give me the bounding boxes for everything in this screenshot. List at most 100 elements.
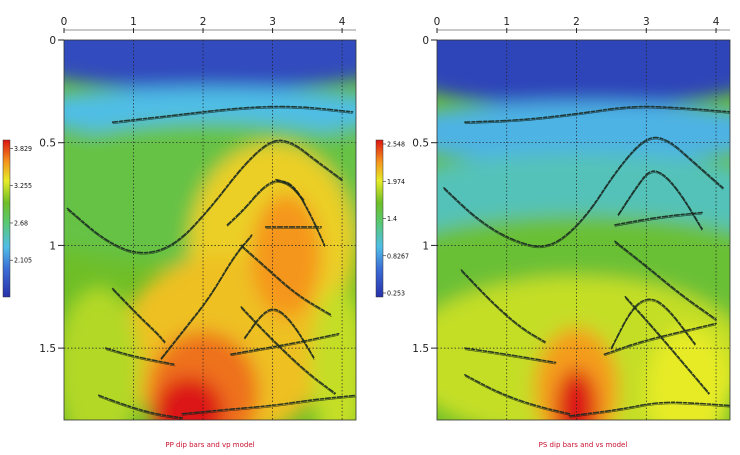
- dip-bar-small-dome: [610, 298, 696, 349]
- colorbar-tick-label: 0.253: [387, 290, 405, 298]
- colorbar-tick-label: 2.105: [14, 257, 32, 265]
- dip-bar-long-ramp: [160, 234, 253, 360]
- grid: [64, 40, 356, 420]
- x-tick-label: 2: [200, 16, 207, 28]
- dip-bar-deep-right: [568, 401, 730, 417]
- dip-bar-large-dome: [66, 139, 343, 254]
- field-blob: [64, 286, 141, 420]
- colorbar-tick-label: 3.255: [14, 182, 32, 190]
- dip-bar-shallow: [112, 107, 353, 125]
- dip-bar-lower-left-2: [104, 347, 177, 366]
- dip-bar-large-dome: [443, 136, 724, 248]
- chart-panel-2: 0 1 2 3 4 0 0.5 1 1.5 2.548 1.974 1.4 0.8267 0.253 PS …: [375, 16, 731, 449]
- dip-bar-deep-right: [181, 394, 356, 415]
- colorbar: 2.548 1.974 1.4 0.8267 0.253: [375, 139, 409, 298]
- field-blob: [64, 40, 356, 92]
- dip-bar-ramp-right: [625, 298, 710, 396]
- x-tick-label: 3: [269, 16, 276, 28]
- dip-bar-mid-left: [461, 271, 546, 344]
- dip-bar-long-ramp: [161, 236, 252, 361]
- y-tick-label: 0.5: [39, 138, 56, 150]
- colorbar-tick-label: 3.829: [14, 145, 32, 153]
- y-tick-label: 1.5: [39, 343, 56, 355]
- x-tick-label: 3: [643, 16, 650, 28]
- dip-bar-deep-left: [464, 376, 570, 416]
- dip-bar-lower-left-2: [105, 349, 176, 367]
- colorbar: 3.829 3.255 2.68 2.105: [2, 139, 32, 298]
- dip-bar-flat-0.88: [614, 213, 703, 227]
- dip-bar-dipping-2: [240, 306, 336, 395]
- dip-bar-lower-right: [603, 322, 717, 356]
- dip-bar-dipping-1: [614, 240, 717, 321]
- field-blob: [310, 286, 356, 420]
- field-blobs: [64, 40, 356, 420]
- dip-bar-lower-right-1: [230, 332, 340, 356]
- dip-bar-large-dome: [443, 138, 724, 249]
- x-tick-label: 4: [339, 16, 346, 28]
- field-blob: [251, 194, 322, 318]
- dip-bar-dipping-1: [614, 242, 717, 322]
- field-blob: [437, 101, 730, 164]
- x-axis: 0 1 2 3 4: [61, 16, 356, 33]
- y-tick-label: 1: [422, 240, 429, 252]
- x-axis: 0 1 2 3 4: [434, 16, 730, 33]
- dip-bar-lower-left-1: [112, 289, 166, 344]
- plot-frame: [436, 39, 731, 421]
- colorbar-tick-label: 1.4: [387, 215, 397, 223]
- x-tick-label: 0: [434, 16, 441, 28]
- dip-bars: [443, 105, 730, 418]
- grid: [437, 40, 730, 420]
- dip-bar-shallow: [111, 105, 354, 123]
- dip-bar-inner-dome: [617, 170, 703, 230]
- dip-bar-flat-0.88: [614, 211, 703, 226]
- x-tick-label: 0: [61, 16, 68, 28]
- colorbar-ramp: [2, 139, 11, 298]
- x-tick-label: 1: [130, 16, 137, 28]
- dip-bar-lower-left: [464, 347, 557, 364]
- dip-bar-lower-left: [464, 349, 556, 365]
- dip-bar-inner-dome-left: [227, 182, 305, 227]
- dip-bar-small-dome: [611, 300, 696, 350]
- dip-bar-ramp-right: [624, 295, 710, 395]
- plot-frame: [63, 39, 357, 421]
- field-blob: [437, 40, 730, 108]
- dip-bar-shallow: [464, 107, 730, 125]
- field-blob: [646, 327, 730, 420]
- dip-bar-mid-left: [460, 269, 546, 343]
- field-blob: [154, 376, 224, 420]
- dip-bar-large-dome: [67, 141, 343, 255]
- dip-bars: [66, 105, 356, 420]
- colorbar-ramp: [375, 139, 384, 298]
- x-tick-label: 2: [573, 16, 580, 28]
- y-tick-label: 1.5: [412, 343, 429, 355]
- x-tick-label: 4: [713, 16, 720, 28]
- dip-bar-deep-left: [97, 394, 183, 419]
- dip-bar-small-dome: [244, 310, 315, 361]
- dip-bar-deep-left: [98, 396, 183, 420]
- dip-bar-dipping-1: [241, 246, 332, 318]
- dip-bar-deep-left: [464, 374, 571, 415]
- colorbar-tick-label: 2.548: [387, 141, 405, 149]
- y-axis: 0 0.5 1 1.5: [412, 35, 437, 355]
- field-blobs: [437, 40, 730, 420]
- chart-caption: PP dip bars and vp model: [165, 441, 254, 449]
- colorbar-tick-label: 1.974: [387, 178, 405, 186]
- dip-bar-lower-right-1: [230, 334, 339, 357]
- chart-panel-1: 0 1 2 3 4 0 0.5 1 1.5 3.829 3.255 2.68 2.105 PP dip b…: [2, 16, 357, 449]
- colorbar-tick-label: 0.8267: [387, 252, 409, 260]
- dip-bar-dipping-1: [240, 244, 333, 317]
- dip-bar-lower-right: [604, 324, 717, 357]
- dip-bar-deep-right: [569, 403, 730, 418]
- y-tick-label: 0: [49, 35, 56, 47]
- dip-bar-small-dome: [243, 308, 316, 360]
- dip-bar-dipping-2: [241, 308, 336, 396]
- x-tick-label: 1: [503, 16, 510, 28]
- velocity-field: [64, 40, 356, 420]
- dip-bar-inner-dome: [618, 172, 703, 231]
- y-tick-label: 1: [49, 240, 56, 252]
- y-tick-label: 0.5: [412, 138, 429, 150]
- dip-bar-shallow: [464, 105, 730, 123]
- chart-caption: PS dip bars and vs model: [539, 441, 628, 449]
- dip-bar-lower-left-1: [111, 287, 166, 343]
